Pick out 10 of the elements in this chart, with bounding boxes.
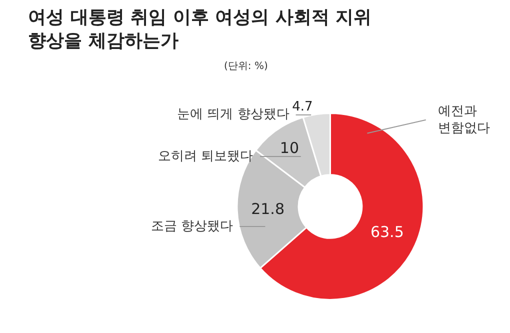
data-label: 4.7 [292, 99, 313, 114]
data-label: 21.8 [251, 200, 284, 218]
chart-subtitle: (단위: %) [224, 61, 268, 72]
chart-title: 여성 대통령 취임 이후 여성의 사회적 지위 향상을 체감하는가 [28, 7, 372, 52]
data-label: 63.5 [370, 223, 404, 242]
data-label: 10 [280, 139, 299, 158]
slice-label: 예전과 변함없다 [438, 104, 490, 136]
slice-label: 오히려 퇴보됐다 [158, 149, 254, 164]
slice-label: 눈에 띄게 향상됐다 [177, 107, 290, 122]
slice-label: 조금 향상됐다 [151, 219, 234, 234]
